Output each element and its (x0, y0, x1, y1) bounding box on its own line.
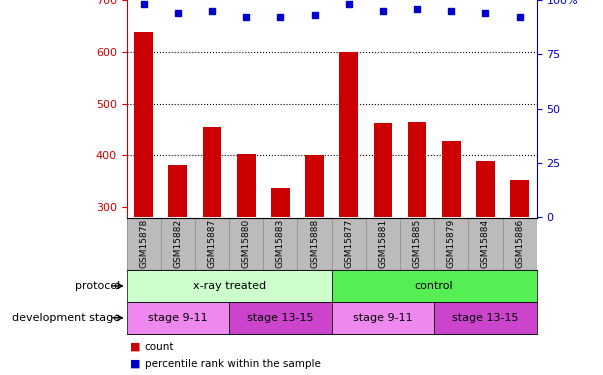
Text: GSM15878: GSM15878 (139, 219, 148, 268)
Bar (203, 127, 221, 218)
Bar (408, 122, 426, 218)
Bar (332, 270, 537, 302)
Bar (332, 302, 434, 334)
Text: GSM15884: GSM15884 (481, 219, 490, 268)
Text: GSM15880: GSM15880 (242, 219, 251, 268)
Bar (510, 180, 529, 218)
Text: GSM15879: GSM15879 (447, 219, 456, 268)
Text: GSM15881: GSM15881 (379, 219, 387, 268)
Bar (229, 302, 332, 334)
Text: development stage: development stage (13, 313, 121, 323)
Text: x-ray treated: x-ray treated (192, 281, 266, 291)
Bar (127, 302, 229, 334)
Bar (434, 302, 537, 334)
Text: stage 13-15: stage 13-15 (452, 313, 519, 323)
Bar (271, 188, 290, 218)
Bar (442, 141, 461, 218)
Bar (339, 52, 358, 217)
Text: stage 13-15: stage 13-15 (247, 313, 314, 323)
Text: protocol: protocol (75, 281, 121, 291)
Text: GSM15882: GSM15882 (174, 219, 182, 268)
Bar (237, 154, 256, 218)
Text: GSM15885: GSM15885 (412, 219, 421, 268)
Text: GSM15877: GSM15877 (344, 219, 353, 268)
Bar (134, 32, 153, 218)
Text: stage 9-11: stage 9-11 (353, 313, 412, 323)
Text: ■: ■ (130, 342, 140, 352)
Text: count: count (145, 342, 174, 352)
Text: ■: ■ (130, 359, 140, 369)
Bar (127, 270, 332, 302)
Bar (373, 123, 393, 218)
Text: percentile rank within the sample: percentile rank within the sample (145, 359, 321, 369)
Text: control: control (415, 281, 453, 291)
Text: GSM15886: GSM15886 (515, 219, 524, 268)
Bar (305, 155, 324, 218)
Text: GSM15883: GSM15883 (276, 219, 285, 268)
Bar (476, 160, 495, 218)
Text: GSM15887: GSM15887 (207, 219, 216, 268)
Text: GSM15888: GSM15888 (310, 219, 319, 268)
Text: stage 9-11: stage 9-11 (148, 313, 207, 323)
Bar (168, 165, 188, 218)
